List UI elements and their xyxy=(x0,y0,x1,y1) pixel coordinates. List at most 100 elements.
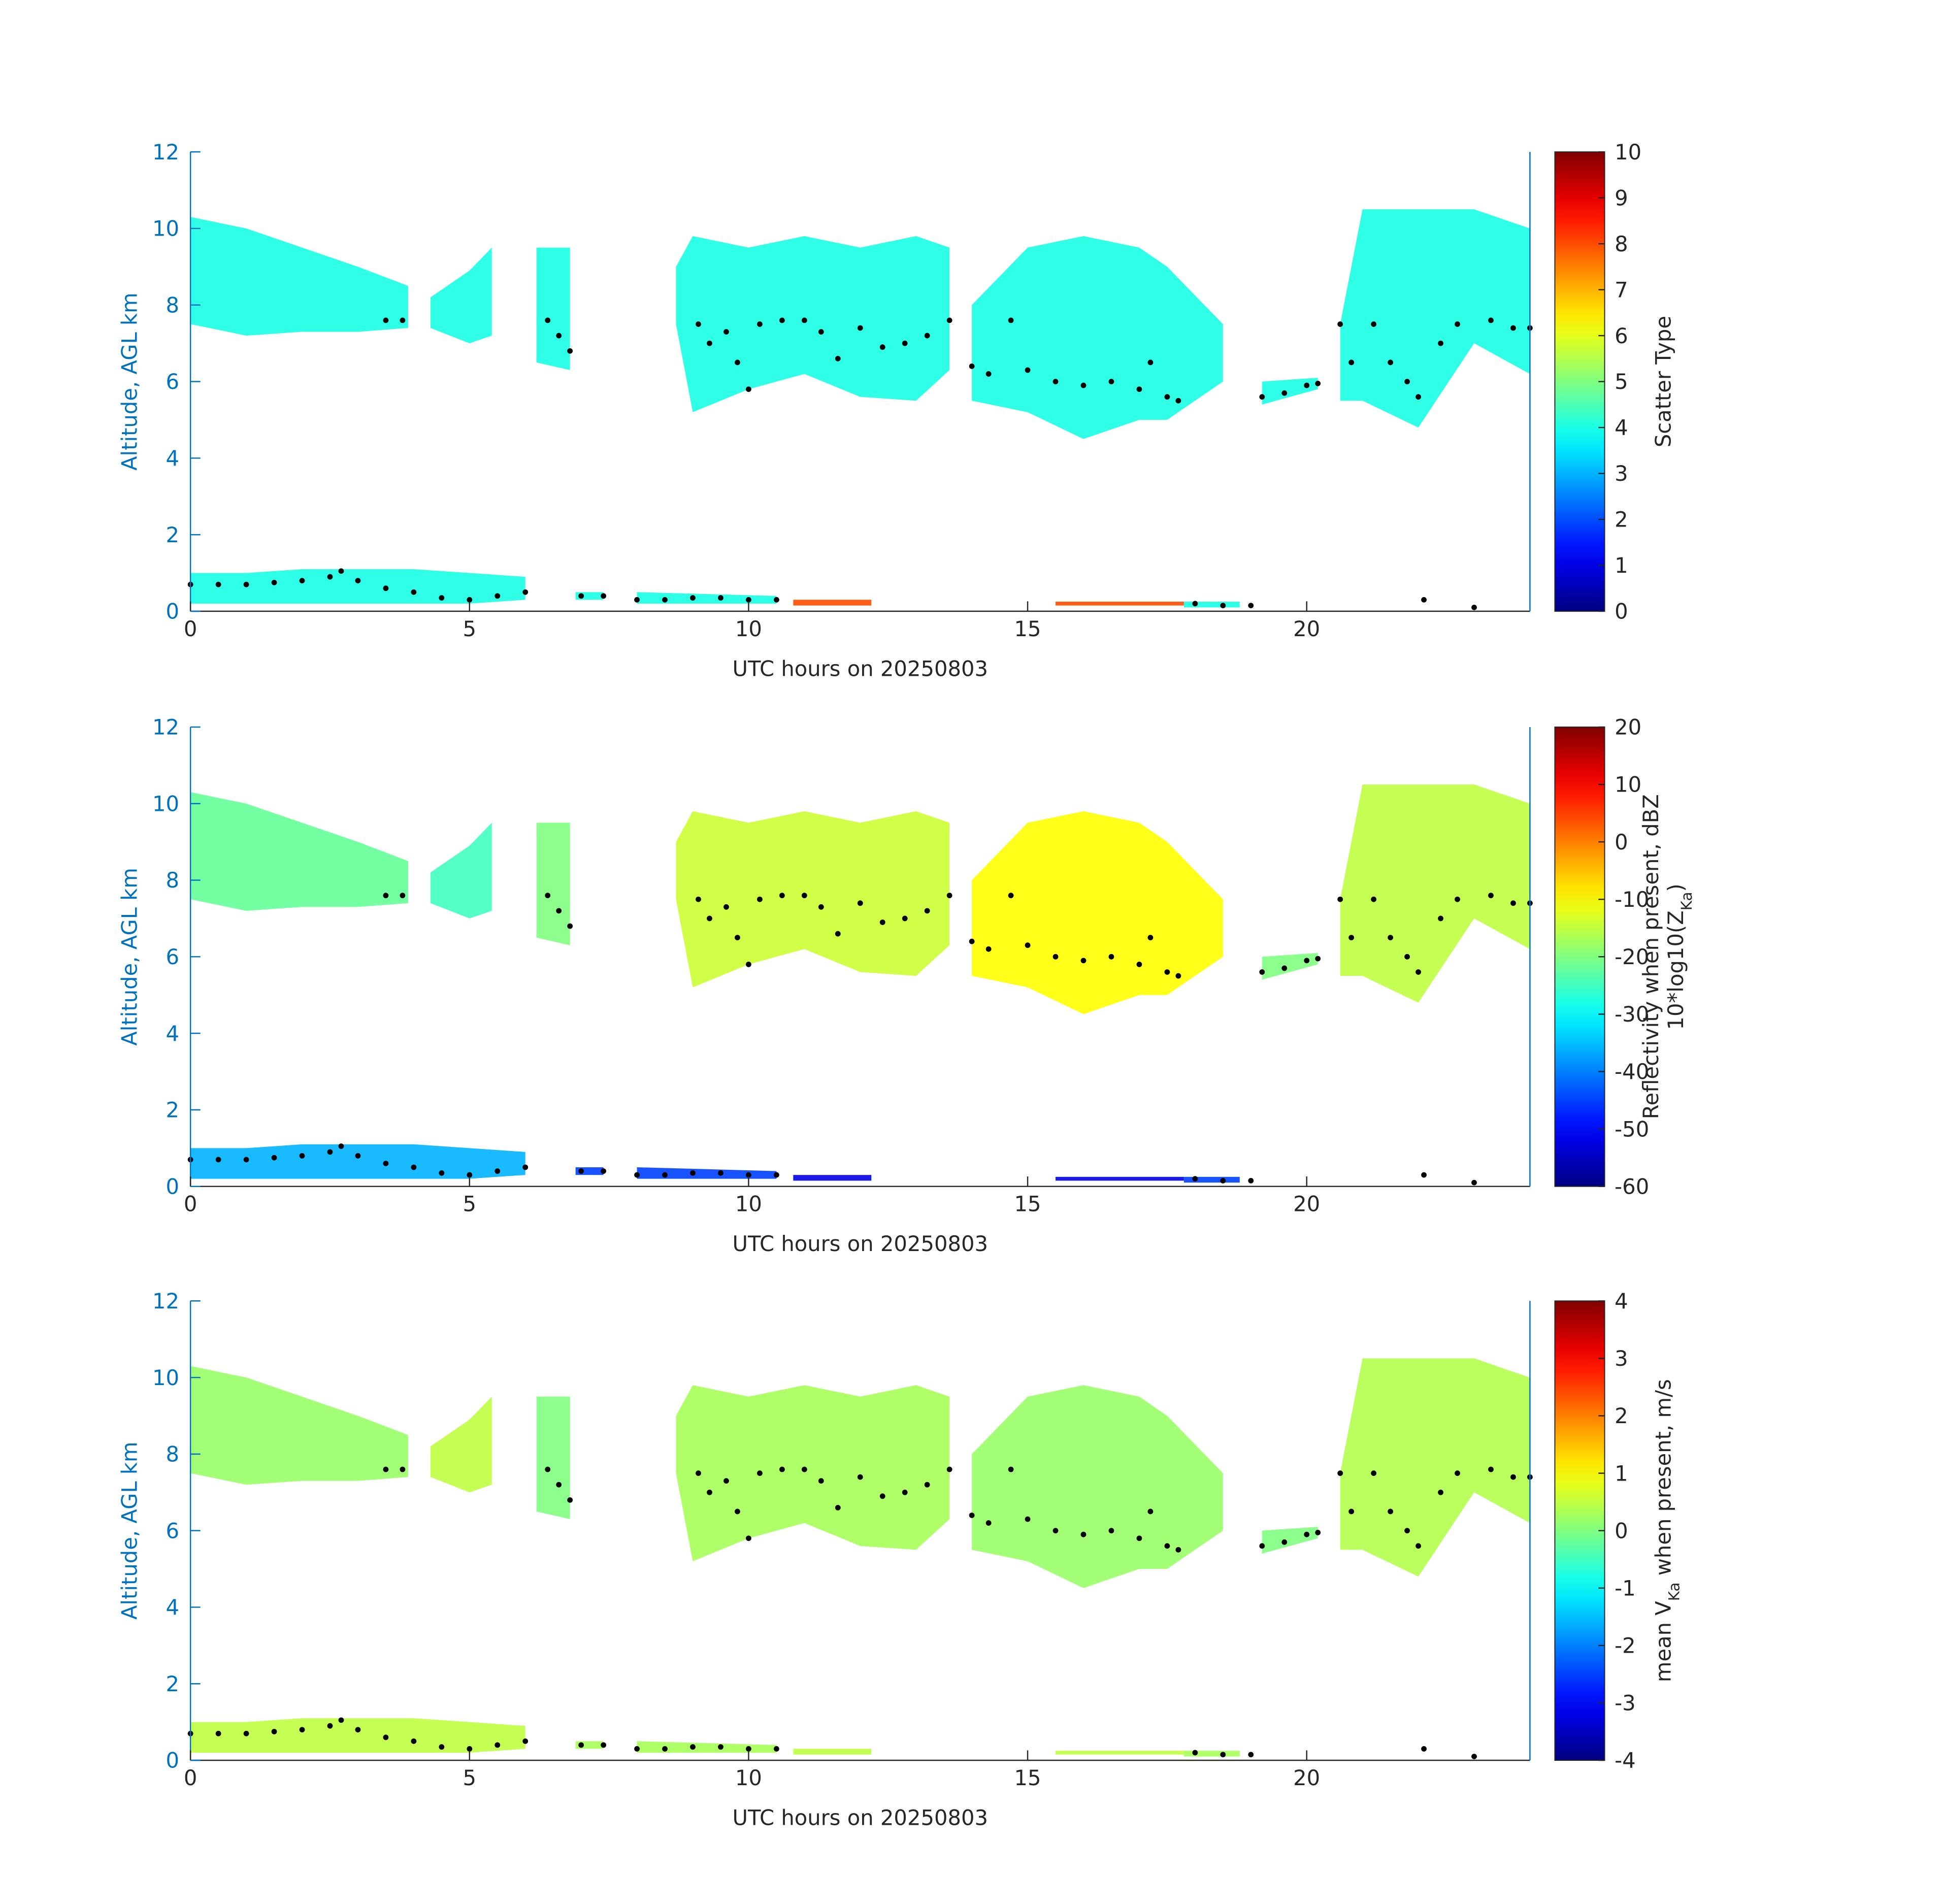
colorbar-tick-label: -10 xyxy=(1615,887,1649,912)
x-tick-label: 0 xyxy=(184,616,198,641)
cloud-band xyxy=(536,823,570,945)
colorbar-label-part: mean V xyxy=(1651,1601,1675,1682)
cloud-base-point xyxy=(556,1482,562,1488)
cloud-base-point xyxy=(411,1164,417,1170)
cloud-base-point xyxy=(1371,1470,1377,1476)
colorbar-tick-label: -50 xyxy=(1615,1117,1649,1141)
cloud-base-point xyxy=(969,938,975,944)
cloud-base-point xyxy=(946,317,952,323)
y-axis-label: Altitude, AGL km xyxy=(117,1441,142,1620)
y-tick-label: 0 xyxy=(166,599,180,624)
cloud-band xyxy=(1340,209,1530,428)
cloud-base-point xyxy=(718,1170,723,1176)
colorbar-tick-label: 0 xyxy=(1615,1518,1628,1543)
cloud-base-point xyxy=(1348,1508,1355,1515)
cloud-base-point xyxy=(215,1730,221,1736)
cloud-band xyxy=(190,1718,525,1753)
cloud-base-point xyxy=(1220,1752,1226,1758)
cloud-base-point xyxy=(879,1493,885,1499)
cloud-base-point xyxy=(299,1153,305,1159)
cloud-base-point xyxy=(902,340,908,346)
cloud-band xyxy=(190,792,408,911)
colorbar-tick-label: -4 xyxy=(1615,1748,1636,1773)
cloud-base-point xyxy=(946,1466,952,1472)
cloud-base-point xyxy=(1192,1176,1198,1182)
x-axis-label: UTC hours on 20250803 xyxy=(733,1231,989,1256)
cloud-band xyxy=(1262,1527,1318,1554)
cloud-band xyxy=(676,236,950,412)
cloud-base-point xyxy=(1025,1516,1031,1522)
cloud-base-point xyxy=(707,340,712,346)
cloud-base-point xyxy=(924,333,930,339)
x-axis-label: UTC hours on 20250803 xyxy=(733,1805,989,1830)
cloud-base-point xyxy=(757,1470,763,1476)
cloud-base-point xyxy=(243,1730,249,1736)
cloud-base-point xyxy=(857,325,863,331)
cloud-band xyxy=(972,1385,1223,1588)
cloud-base-point xyxy=(383,1466,389,1472)
cloud-band xyxy=(430,823,492,918)
cloud-base-point xyxy=(946,893,952,899)
cloud-base-point xyxy=(400,893,406,899)
y-tick-label: 10 xyxy=(152,1365,179,1390)
cloud-base-point xyxy=(1348,935,1355,941)
x-tick-label: 10 xyxy=(735,616,762,641)
y-axis-label: Altitude, AGL km xyxy=(117,292,142,471)
colorbar-tick-label: 10 xyxy=(1615,140,1641,165)
cloud-base-point xyxy=(779,1466,785,1472)
cloud-base-point xyxy=(545,317,551,323)
cloud-base-point xyxy=(1388,935,1393,941)
cloud-base-point xyxy=(1108,954,1114,960)
cloud-base-point xyxy=(1248,1752,1254,1758)
y-tick-label: 2 xyxy=(166,1098,180,1123)
cloud-base-point xyxy=(578,1742,584,1748)
cloud-band xyxy=(430,247,492,344)
cloud-base-point xyxy=(327,1723,333,1729)
colorbar-label-part: when present, m/s xyxy=(1651,1379,1675,1582)
cloud-base-point xyxy=(1052,379,1059,384)
cloud-base-point xyxy=(985,371,992,377)
colorbar-tick-label: 2 xyxy=(1615,507,1628,532)
cloud-base-point xyxy=(1108,1528,1114,1534)
cloud-base-point xyxy=(1008,317,1014,323)
cloud-base-point xyxy=(1471,1179,1477,1186)
cloud-base-point xyxy=(327,574,333,580)
cloud-base-point xyxy=(818,1478,824,1484)
cloud-band xyxy=(637,592,777,604)
cloud-base-point xyxy=(355,578,361,583)
cloud-band xyxy=(190,1366,408,1485)
cloud-band xyxy=(1262,377,1318,405)
cloud-base-point xyxy=(746,1172,751,1178)
cloud-base-point xyxy=(215,581,221,587)
cloud-base-point xyxy=(1220,603,1226,608)
cloud-base-point xyxy=(735,1508,740,1515)
cloud-base-point xyxy=(1281,965,1288,971)
colorbar-label-part: ) xyxy=(1663,883,1688,892)
cloud-base-point xyxy=(1147,1508,1154,1515)
cloud-base-point xyxy=(467,597,473,603)
cloud-base-point xyxy=(439,1170,445,1176)
cloud-base-point xyxy=(1025,367,1031,373)
cloud-base-point xyxy=(545,1466,551,1472)
cloud-band xyxy=(190,217,408,336)
cloud-base-point xyxy=(1025,942,1031,948)
cloud-base-point xyxy=(857,1474,863,1480)
cloud-base-point xyxy=(924,1482,930,1488)
y-tick-label: 2 xyxy=(166,1671,180,1696)
cloud-base-point xyxy=(1304,1531,1310,1537)
cloud-base-point xyxy=(243,1157,249,1163)
y-tick-label: 6 xyxy=(166,1518,180,1543)
x-tick-label: 15 xyxy=(1014,616,1041,641)
cloud-base-point xyxy=(718,595,723,601)
cloud-band xyxy=(637,1167,777,1179)
cloud-band xyxy=(536,247,570,370)
cloud-base-point xyxy=(383,317,389,323)
colorbar-tick-label: -40 xyxy=(1615,1059,1649,1084)
cloud-base-point xyxy=(735,935,740,941)
cloud-base-point xyxy=(818,904,824,910)
cloud-base-point xyxy=(601,1168,607,1174)
cloud-base-point xyxy=(1281,1539,1288,1545)
cloud-base-point xyxy=(400,1466,406,1472)
cloud-base-point xyxy=(707,1489,712,1495)
cloud-base-point xyxy=(1337,896,1343,902)
